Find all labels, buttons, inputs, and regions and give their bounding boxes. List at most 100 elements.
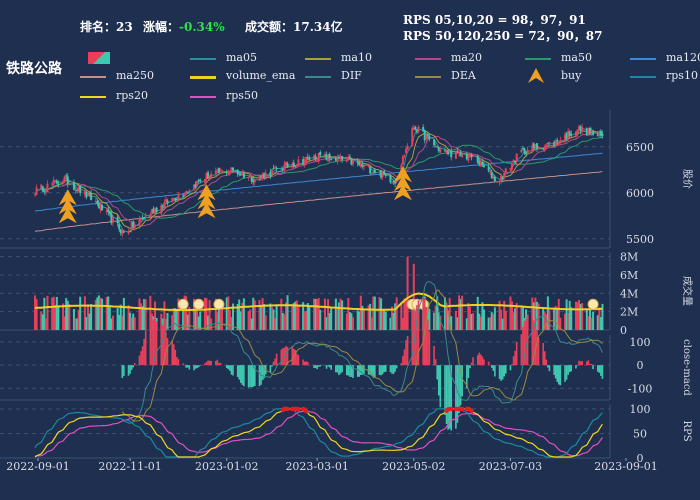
macd-histogram-bar xyxy=(133,363,136,366)
candle-body xyxy=(448,151,451,153)
candle-body xyxy=(369,166,372,174)
volume-bar xyxy=(241,302,244,330)
macd-histogram-bar xyxy=(336,365,339,373)
rps-tick-label: 0 xyxy=(637,452,644,465)
candle-body xyxy=(423,129,426,141)
candle-body xyxy=(77,186,80,191)
macd-histogram-bar xyxy=(559,365,562,386)
candle-body xyxy=(415,129,418,133)
candle-body xyxy=(542,148,545,150)
macd-histogram-bar xyxy=(123,365,125,377)
candle-body xyxy=(414,126,417,130)
volume-bar xyxy=(133,317,136,330)
candle-body xyxy=(172,198,175,200)
volume-bar xyxy=(448,297,451,330)
macd-histogram-bar xyxy=(285,346,287,366)
candle-body xyxy=(588,127,591,135)
volume-bar xyxy=(164,318,167,330)
candle-body xyxy=(596,134,599,136)
candle-body xyxy=(260,175,263,177)
macd-histogram-bar xyxy=(554,365,557,379)
candle-body xyxy=(154,209,157,214)
volume-bar xyxy=(461,295,464,330)
candle-body xyxy=(292,162,295,167)
volume-bar xyxy=(468,306,471,330)
macd-histogram-bar xyxy=(282,348,284,366)
volume-bar xyxy=(403,298,406,330)
candle-body xyxy=(227,172,230,174)
volume-bar xyxy=(260,305,263,330)
macd-histogram-bar xyxy=(129,365,131,374)
macd-histogram-bar xyxy=(294,349,297,366)
macd-histogram-bar xyxy=(352,365,354,379)
volume-bar xyxy=(578,300,581,330)
volume-bar xyxy=(361,305,364,330)
volume-axis-label: 成交量 xyxy=(681,276,694,306)
macd-histogram-bar xyxy=(302,359,304,366)
candle-body xyxy=(525,152,528,155)
volume-bar xyxy=(373,296,376,330)
volume-bar xyxy=(108,307,111,330)
volume-bar xyxy=(258,300,261,330)
buy-marker xyxy=(197,193,216,210)
volume-bar xyxy=(481,302,484,330)
volume-bar xyxy=(487,317,490,330)
macd-histogram-bar xyxy=(162,325,164,366)
volume-bar xyxy=(219,310,222,330)
candle-body xyxy=(470,155,473,158)
macd-panel xyxy=(121,280,604,431)
volume-bar xyxy=(590,317,593,330)
macd-histogram-bar xyxy=(141,346,144,366)
candle-body xyxy=(523,148,526,154)
candle-body xyxy=(205,172,208,180)
rps20-line xyxy=(34,408,603,458)
legend-swatch-ma250 xyxy=(80,76,106,78)
volume-bar xyxy=(443,297,446,330)
volume-bar xyxy=(43,297,46,330)
candle-body xyxy=(478,161,481,165)
volume-bar xyxy=(66,300,69,330)
candle-body xyxy=(574,131,577,137)
volume-bar xyxy=(118,314,121,330)
macd-histogram-bar xyxy=(501,365,504,380)
volume-bar xyxy=(325,317,328,330)
candle-body xyxy=(317,152,320,162)
volume-bar xyxy=(119,304,122,330)
volume-bar xyxy=(261,298,264,330)
volume-bar xyxy=(269,303,272,330)
macd-histogram-bar xyxy=(472,357,474,366)
candle-body xyxy=(336,156,339,162)
date-tick-label: 2023-03-01 xyxy=(285,460,348,473)
macd-histogram-bar xyxy=(230,365,233,375)
candle-body xyxy=(155,207,158,213)
candle-body xyxy=(381,171,384,177)
candle-body xyxy=(97,203,100,208)
macd-histogram-bar xyxy=(347,365,350,376)
candle-body xyxy=(66,176,69,185)
candle-body xyxy=(545,144,548,147)
volume-bar xyxy=(79,296,82,330)
volume-bar xyxy=(63,316,66,330)
volume-bar xyxy=(470,314,473,330)
volume-bar xyxy=(83,296,86,330)
date-tick-label: 2023-01-02 xyxy=(195,460,258,473)
candle-body xyxy=(361,164,364,167)
volume-bar xyxy=(129,312,132,330)
macd-histogram-bar xyxy=(456,365,459,423)
volume-bar xyxy=(585,309,588,330)
candle-body xyxy=(270,169,273,175)
candle-body xyxy=(40,184,43,189)
candle-body xyxy=(88,192,91,194)
candle-body xyxy=(459,152,462,156)
macd-histogram-bar xyxy=(241,365,244,385)
candle-body xyxy=(487,166,490,171)
macd-histogram-bar xyxy=(514,350,516,366)
macd-histogram-bar xyxy=(504,365,507,374)
volume-bar xyxy=(193,298,196,330)
price-tick-label: 5500 xyxy=(626,233,654,246)
macd-histogram-bar xyxy=(533,320,535,366)
volume-bar xyxy=(197,316,200,330)
candle-body xyxy=(490,172,493,179)
macd-histogram-bar xyxy=(466,365,468,389)
